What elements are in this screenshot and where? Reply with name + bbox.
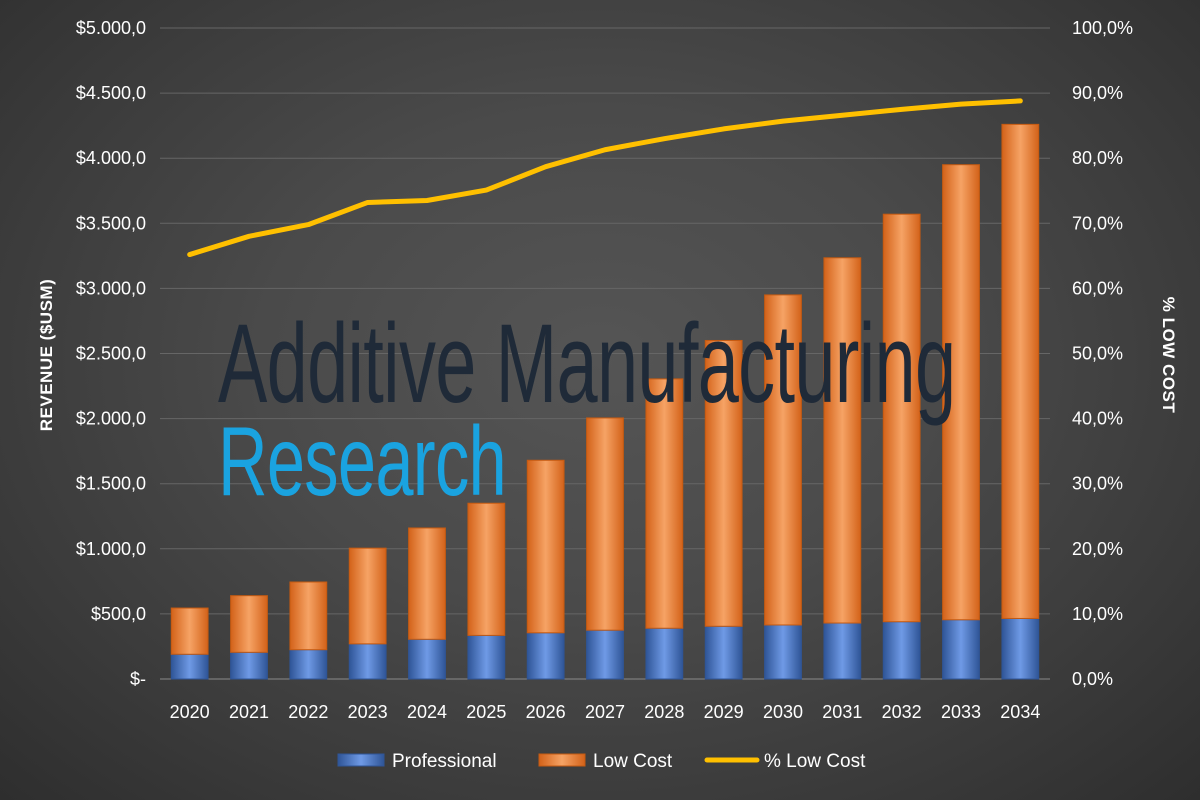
bar-professional-2027 bbox=[586, 629, 624, 680]
legend-label-professional: Professional bbox=[392, 751, 497, 772]
bar-low-cost-2023 bbox=[348, 547, 387, 645]
x-tick-label: 2024 bbox=[407, 702, 447, 722]
bar-professional-2023 bbox=[348, 643, 387, 680]
legend: Professional Low Cost % Low Cost bbox=[337, 751, 866, 772]
left-tick-label: $2.000,0 bbox=[76, 409, 146, 429]
x-tick-label: 2026 bbox=[526, 702, 566, 722]
right-tick-label: 40,0% bbox=[1072, 409, 1123, 429]
watermark-subtitle: Research bbox=[218, 406, 507, 516]
x-tick-label: 2031 bbox=[822, 702, 862, 722]
right-tick-label: 100,0% bbox=[1072, 18, 1133, 38]
left-tick-label: $3.000,0 bbox=[76, 278, 146, 298]
x-tick-label: 2030 bbox=[763, 702, 803, 722]
bar-professional-2024 bbox=[408, 638, 446, 680]
x-axis-labels: 2020 2021 2022 2023 2024 2025 2026 2027 2028 2029… bbox=[170, 702, 1041, 722]
right-tick-label: 60,0% bbox=[1072, 278, 1123, 298]
bars bbox=[170, 123, 1040, 680]
left-tick-label: $5.000,0 bbox=[76, 18, 146, 38]
legend-label-low-cost-percent: % Low Cost bbox=[764, 751, 866, 772]
bar-professional-2033 bbox=[942, 619, 980, 680]
x-tick-label: 2022 bbox=[288, 702, 328, 722]
left-axis-ticks: $- $500,0 $1.000,0 $1.500,0 $2.000,0 $2.500,0… bbox=[76, 18, 146, 689]
left-tick-label: $1.000,0 bbox=[76, 539, 146, 559]
right-tick-label: 0,0% bbox=[1072, 669, 1113, 689]
x-tick-label: 2029 bbox=[704, 702, 744, 722]
watermark-title: Additive Manufacturing bbox=[218, 301, 956, 426]
x-tick-label: 2021 bbox=[229, 702, 269, 722]
x-tick-label: 2034 bbox=[1000, 702, 1040, 722]
bar-low-cost-2033 bbox=[942, 164, 980, 621]
low-cost-percentage-line bbox=[187, 98, 1023, 258]
bar-low-cost-2030 bbox=[764, 294, 802, 626]
right-tick-label: 10,0% bbox=[1072, 604, 1123, 624]
right-tick-label: 70,0% bbox=[1072, 213, 1123, 233]
right-tick-label: 20,0% bbox=[1072, 539, 1123, 559]
left-tick-label: $2.500,0 bbox=[76, 344, 146, 364]
bar-low-cost-2027 bbox=[586, 417, 624, 631]
x-tick-label: 2033 bbox=[941, 702, 981, 722]
bar-low-cost-2021 bbox=[230, 595, 268, 653]
right-axis-ticks: 0,0% 10,0% 20,0% 30,0% 40,0% 50,0% 60,0% 70,0% 8… bbox=[1072, 18, 1133, 689]
legend-swatch-low-cost bbox=[538, 753, 586, 767]
bar-professional-2034 bbox=[1001, 617, 1040, 680]
right-tick-label: 90,0% bbox=[1072, 83, 1123, 103]
bar-low-cost-2024 bbox=[408, 527, 446, 640]
left-tick-label: $1.500,0 bbox=[76, 474, 146, 494]
left-tick-label: $4.500,0 bbox=[76, 83, 146, 103]
bar-low-cost-2029 bbox=[704, 339, 743, 627]
bar-professional-2028 bbox=[645, 627, 684, 680]
x-tick-label: 2023 bbox=[348, 702, 388, 722]
bar-professional-2021 bbox=[230, 651, 268, 680]
bar-professional-2031 bbox=[823, 622, 862, 680]
bar-low-cost-2025 bbox=[467, 502, 506, 636]
left-tick-label: $3.500,0 bbox=[76, 213, 146, 233]
bar-professional-2032 bbox=[882, 621, 921, 680]
left-tick-label: $500,0 bbox=[91, 604, 146, 624]
bar-low-cost-2020 bbox=[170, 607, 209, 655]
right-axis-title: % LOW COST bbox=[1159, 297, 1178, 414]
bar-professional-2030 bbox=[764, 624, 802, 680]
bar-low-cost-2031 bbox=[823, 257, 862, 624]
bar-professional-2029 bbox=[704, 625, 743, 680]
bar-low-cost-2034 bbox=[1001, 123, 1040, 619]
bar-professional-2020 bbox=[170, 653, 209, 680]
left-tick-label: $- bbox=[130, 669, 146, 689]
x-tick-label: 2027 bbox=[585, 702, 625, 722]
x-tick-label: 2028 bbox=[644, 702, 684, 722]
x-tick-label: 2020 bbox=[170, 702, 210, 722]
x-tick-label: 2025 bbox=[466, 702, 506, 722]
bar-professional-2026 bbox=[526, 632, 565, 680]
legend-swatch-professional bbox=[337, 753, 385, 767]
left-axis-title: REVENUE ($USM) bbox=[37, 279, 56, 431]
bar-low-cost-2022 bbox=[289, 581, 328, 651]
right-tick-label: 50,0% bbox=[1072, 344, 1123, 364]
x-tick-label: 2032 bbox=[882, 702, 922, 722]
bar-professional-2025 bbox=[467, 634, 506, 680]
bar-low-cost-2032 bbox=[882, 213, 921, 623]
legend-label-low-cost: Low Cost bbox=[593, 751, 673, 772]
bar-low-cost-2026 bbox=[526, 459, 565, 634]
left-tick-label: $4.000,0 bbox=[76, 148, 146, 168]
bar-low-cost-2028 bbox=[645, 378, 684, 629]
bar-professional-2022 bbox=[289, 649, 328, 680]
right-tick-label: 80,0% bbox=[1072, 148, 1123, 168]
right-tick-label: 30,0% bbox=[1072, 474, 1123, 494]
